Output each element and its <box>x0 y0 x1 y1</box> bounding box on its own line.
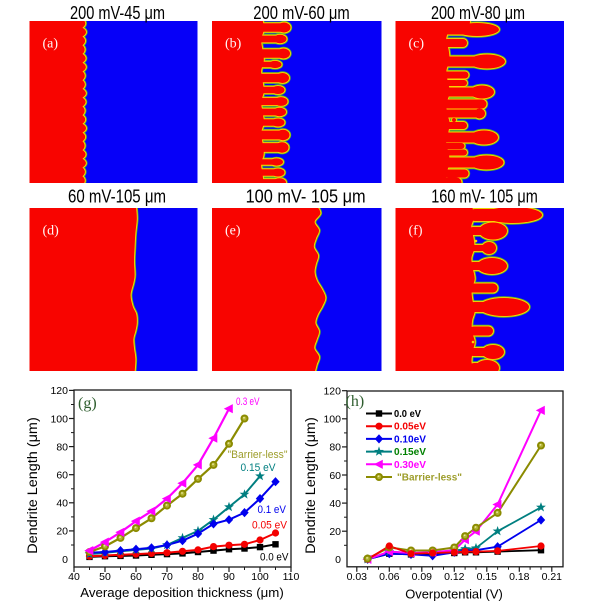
svg-text:90: 90 <box>223 571 235 583</box>
svg-text:200 mV-80 μm: 200 mV-80 μm <box>431 3 525 23</box>
svg-text:Average deposition thickness (: Average deposition thickness (μm) <box>80 585 284 600</box>
svg-text:80: 80 <box>56 441 68 453</box>
svg-text:0.15eV: 0.15eV <box>394 447 426 458</box>
svg-text:20: 20 <box>329 526 341 538</box>
svg-text:0.21: 0.21 <box>542 571 563 583</box>
svg-text:160 mV- 105 μm: 160 mV- 105 μm <box>431 187 538 207</box>
svg-text:(c): (c) <box>409 37 425 52</box>
svg-text:(b): (b) <box>225 37 242 52</box>
svg-text:(h): (h) <box>346 393 365 410</box>
svg-text:0.0 eV: 0.0 eV <box>394 409 421 420</box>
svg-text:50: 50 <box>99 571 111 583</box>
svg-text:20: 20 <box>56 526 68 538</box>
svg-text:0: 0 <box>335 554 341 566</box>
svg-text:"Barrier-less": "Barrier-less" <box>228 449 288 461</box>
svg-text:70: 70 <box>161 571 173 583</box>
svg-text:110: 110 <box>283 571 300 583</box>
svg-text:80: 80 <box>329 442 341 454</box>
svg-text:0.15: 0.15 <box>477 571 498 583</box>
svg-text:100: 100 <box>50 413 68 425</box>
svg-text:(a): (a) <box>43 37 59 52</box>
svg-text:40: 40 <box>56 498 68 510</box>
svg-text:0.05 eV: 0.05 eV <box>252 520 288 532</box>
svg-text:120: 120 <box>50 385 68 397</box>
svg-text:0.06: 0.06 <box>379 571 400 583</box>
svg-text:0.05eV: 0.05eV <box>394 422 426 433</box>
svg-text:0.1 eV: 0.1 eV <box>258 504 287 516</box>
svg-text:Dendrite Length (μm): Dendrite Length (μm) <box>303 417 318 554</box>
svg-text:0.3 eV: 0.3 eV <box>236 396 260 408</box>
svg-text:Overpotential (V): Overpotential (V) <box>405 587 503 602</box>
svg-text:100: 100 <box>251 571 269 583</box>
svg-text:120: 120 <box>323 386 341 398</box>
svg-text:0: 0 <box>62 554 68 566</box>
svg-text:100 mV- 105 μm: 100 mV- 105 μm <box>246 187 366 207</box>
svg-text:"Barrier-less": "Barrier-less" <box>397 473 462 484</box>
svg-text:60 mV-105 μm: 60 mV-105 μm <box>68 187 166 207</box>
svg-text:(f): (f) <box>409 224 423 239</box>
svg-text:80: 80 <box>192 571 204 583</box>
svg-text:40: 40 <box>329 498 341 510</box>
svg-text:Dendrite Length (μm): Dendrite Length (μm) <box>25 417 40 554</box>
svg-text:60: 60 <box>56 470 68 482</box>
svg-text:60: 60 <box>130 571 142 583</box>
svg-text:60: 60 <box>329 470 341 482</box>
svg-text:0.30eV: 0.30eV <box>394 460 426 471</box>
svg-text:0.03: 0.03 <box>347 571 368 583</box>
svg-text:0.18: 0.18 <box>509 571 530 583</box>
svg-text:(d): (d) <box>43 224 60 239</box>
svg-text:0.0 eV: 0.0 eV <box>260 552 289 564</box>
svg-text:0.12: 0.12 <box>444 571 465 583</box>
svg-text:0.09: 0.09 <box>412 571 433 583</box>
svg-text:100: 100 <box>323 414 341 426</box>
svg-text:(e): (e) <box>225 224 241 239</box>
svg-text:(g): (g) <box>78 395 97 412</box>
svg-text:40: 40 <box>68 571 80 583</box>
svg-text:0.10eV: 0.10eV <box>394 434 426 445</box>
svg-text:0.15 eV: 0.15 eV <box>241 462 277 474</box>
svg-text:200 mV-60 μm: 200 mV-60 μm <box>253 3 350 23</box>
svg-text:200 mV-45 μm: 200 mV-45 μm <box>70 3 165 23</box>
